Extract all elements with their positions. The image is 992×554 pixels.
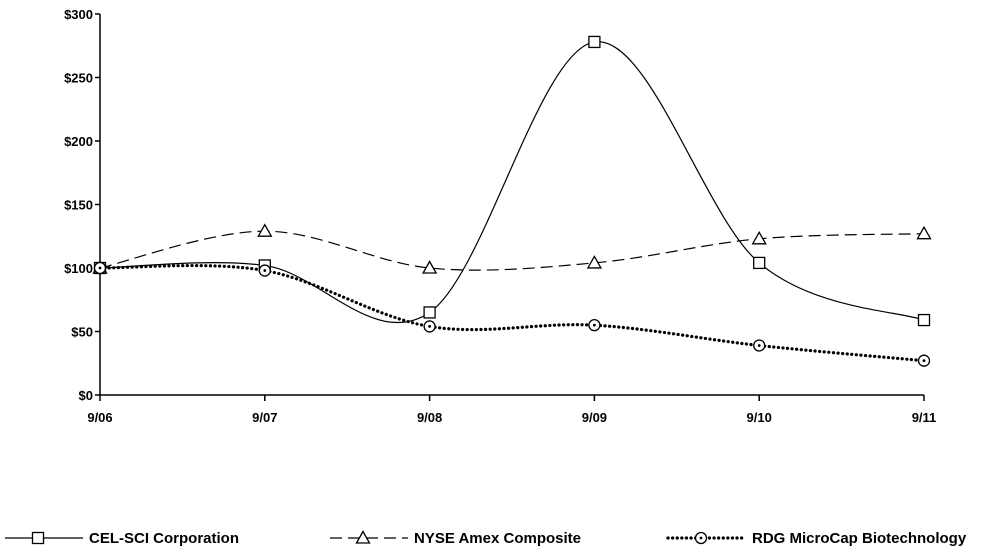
data-point-square: [917, 313, 931, 327]
data-point-circle-dot-center: [428, 325, 431, 328]
data-point-circle-dot: [258, 264, 271, 277]
data-point-circle-dot: [423, 320, 436, 333]
y-tick-label: $100: [64, 261, 93, 276]
legend-marker-square: [31, 531, 45, 545]
legend-label: NYSE Amex Composite: [414, 530, 581, 547]
data-point-circle-dot: [753, 339, 766, 352]
series-cel-sci-corporation: [93, 35, 931, 327]
data-point-triangle: [586, 255, 603, 269]
x-tick-label: 9/10: [747, 410, 772, 425]
x-tick-label: 9/07: [252, 410, 277, 425]
data-point-triangle: [751, 230, 767, 245]
y-tick-label: $300: [64, 7, 93, 22]
data-point-circle-dot-center: [593, 323, 596, 327]
data-point-triangle: [257, 223, 273, 237]
legend-marker-circle-dot: [694, 531, 708, 545]
data-point-circle-dot: [588, 318, 601, 332]
series-nyse-amex-composite: [92, 223, 932, 274]
data-point-triangle: [421, 260, 438, 274]
data-point-circle-dot-center: [922, 359, 926, 363]
data-point-square: [423, 306, 436, 319]
legend: CEL-SCI Corporation NYSE Amex Composite RD…: [5, 530, 967, 547]
data-point-circle-dot: [93, 261, 107, 275]
y-tick-label: $50: [71, 325, 93, 340]
series-layer: [92, 35, 932, 367]
data-point-circle-dot: [917, 354, 931, 367]
data-point-square: [753, 256, 766, 270]
x-axis-ticks: 9/06 9/07 9/08 9/09 9/10 9/11: [87, 395, 936, 425]
data-point-circle-dot-center: [263, 269, 267, 272]
x-tick-label: 9/11: [912, 410, 937, 425]
legend-item-nyse-amex-composite: NYSE Amex Composite: [330, 530, 581, 547]
legend-label: CEL-SCI Corporation: [89, 530, 239, 547]
x-tick-label: 9/08: [417, 410, 442, 425]
legend-marker-circle-dot-center: [699, 536, 703, 540]
x-tick-label: 9/06: [87, 410, 112, 425]
x-tick-label: 9/09: [582, 410, 607, 425]
series-line: [99, 41, 925, 324]
data-point-circle-dot-center: [98, 266, 102, 270]
data-point-circle-dot-center: [757, 344, 761, 347]
series-line: [98, 263, 926, 363]
chart-axes: [99, 14, 924, 396]
data-point-square: [588, 35, 601, 49]
legend-item-cel-sci-corporation: CEL-SCI Corporation: [5, 530, 239, 547]
data-point-triangle: [916, 225, 932, 240]
legend-marker-triangle: [355, 530, 371, 544]
y-tick-label: $250: [64, 71, 93, 86]
y-axis-ticks: $0 $50 $100 $150 $200 $250 $300: [64, 7, 100, 403]
y-tick-label: $0: [79, 388, 93, 403]
legend-item-rdg-microcap-biotechnology: RDG MicroCap Biotechnology: [666, 530, 967, 547]
series-rdg-microcap-biotechnology: [93, 261, 931, 367]
series-line: [99, 230, 925, 271]
y-tick-label: $200: [64, 134, 93, 149]
y-tick-label: $150: [64, 198, 93, 213]
legend-label: RDG MicroCap Biotechnology: [752, 530, 967, 547]
